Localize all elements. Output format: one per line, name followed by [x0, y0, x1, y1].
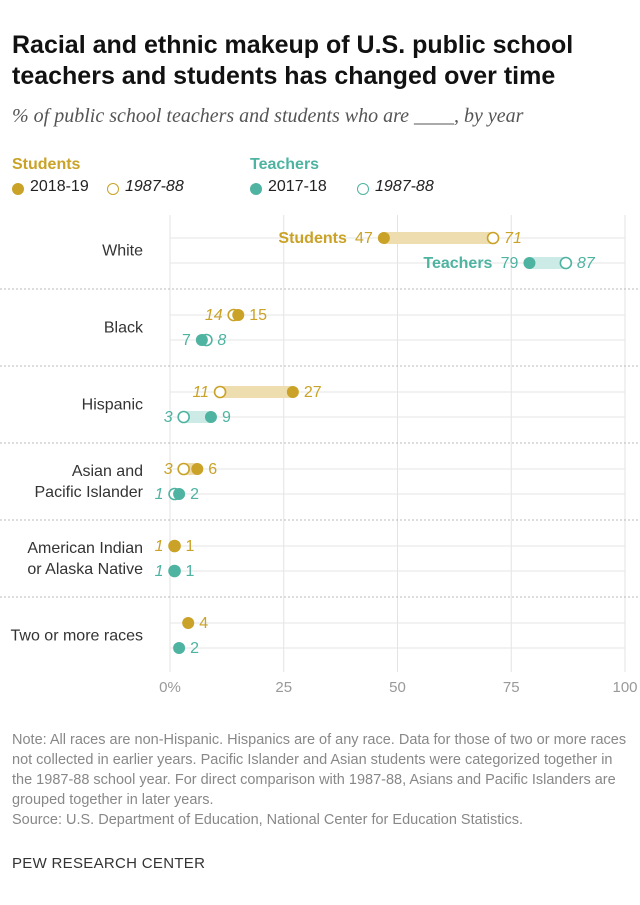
category-label: Asian and [72, 463, 143, 480]
teachers-recent-dot [173, 642, 186, 654]
teachers-value-label: 1 [186, 563, 195, 580]
students-recent-dot [286, 386, 299, 398]
chart-subtitle: % of public school teachers and students… [12, 105, 524, 127]
students-inline-label: Students [278, 230, 347, 247]
teachers-value-label: 1 [155, 486, 164, 503]
students-past-dot [177, 462, 190, 476]
category-label: Pacific Islander [35, 484, 144, 501]
category-label: Two or more races [11, 628, 143, 645]
students-value-label: 71 [504, 230, 522, 247]
teachers-recent-dot [173, 488, 186, 500]
legend-students-recent-marker [12, 183, 24, 195]
category-label: American Indian [27, 540, 143, 557]
students-value-label: 14 [205, 307, 223, 324]
legend-teachers-recent-marker [250, 183, 262, 195]
source-text: Source: U.S. Department of Education, Na… [12, 812, 523, 828]
students-past-dot [486, 231, 500, 245]
teachers-value-label: 2 [190, 486, 199, 503]
teachers-value-label: 79 [501, 255, 519, 272]
legend-teachers-recent-label: 2017-18 [268, 178, 327, 195]
credit-text: PEW RESEARCH CENTER [12, 855, 206, 872]
x-tick-label-50: 50 [389, 679, 406, 696]
students-recent-dot [232, 309, 245, 321]
teachers-range-band [183, 411, 211, 423]
teachers-recent-dot [195, 334, 208, 346]
teachers-past-dot [559, 256, 573, 270]
teachers-past-dot [177, 410, 190, 424]
students-value-label: 27 [304, 384, 322, 401]
students-value-label: 47 [355, 230, 373, 247]
teachers-recent-dot [168, 565, 181, 577]
legend-teachers-title: Teachers [250, 156, 320, 173]
teachers-value-label: 8 [217, 332, 226, 349]
teachers-value-label: 1 [155, 563, 164, 580]
students-value-label: 1 [155, 538, 164, 555]
students-recent-dot [191, 463, 204, 475]
note-text: Note: All races are non-Hispanic. Hispan… [12, 732, 627, 808]
teachers-value-label: 87 [577, 255, 596, 272]
teachers-inline-label: Teachers [423, 255, 492, 272]
teachers-value-label: 7 [182, 332, 191, 349]
students-value-label: 3 [164, 461, 173, 478]
chart-notes: Note: All races are non-Hispanic. Hispan… [12, 730, 632, 830]
students-range-band [383, 232, 494, 244]
legend-students-past-label: 1987-88 [125, 178, 184, 195]
category-label: or Alaska Native [27, 561, 143, 578]
legend-teachers-past-marker [357, 183, 369, 195]
students-recent-dot [168, 540, 181, 552]
students-past-dot [213, 385, 227, 399]
x-tick-label-0: 0% [159, 679, 181, 696]
teachers-range-band [529, 257, 566, 269]
students-value-label: 11 [192, 384, 209, 401]
teachers-value-label: 9 [222, 409, 231, 426]
students-value-label: 6 [208, 461, 217, 478]
legend-students-title: Students [12, 156, 81, 173]
teachers-recent-dot [204, 411, 217, 423]
teachers-value-label: 3 [164, 409, 173, 426]
category-label: Black [104, 320, 144, 337]
x-tick-label-25: 25 [275, 679, 292, 696]
legend-students-past-marker [107, 183, 119, 195]
students-recent-dot [377, 232, 390, 244]
legend-students-recent-label: 2018-19 [30, 178, 89, 195]
students-value-label: 1 [186, 538, 195, 555]
students-recent-dot [182, 617, 195, 629]
teachers-recent-dot [523, 257, 536, 269]
chart-title: Racial and ethnic makeup of U.S. public … [12, 31, 574, 90]
legend-teachers-past-label: 1987-88 [375, 178, 434, 195]
students-range-band [220, 386, 293, 398]
x-tick-label-100: 100 [612, 679, 637, 696]
students-value-label: 15 [249, 307, 267, 324]
x-tick-label-75: 75 [503, 679, 520, 696]
teachers-value-label: 2 [190, 640, 199, 657]
students-value-label: 4 [199, 615, 208, 632]
category-label: Hispanic [82, 397, 143, 414]
category-label: White [102, 243, 143, 260]
